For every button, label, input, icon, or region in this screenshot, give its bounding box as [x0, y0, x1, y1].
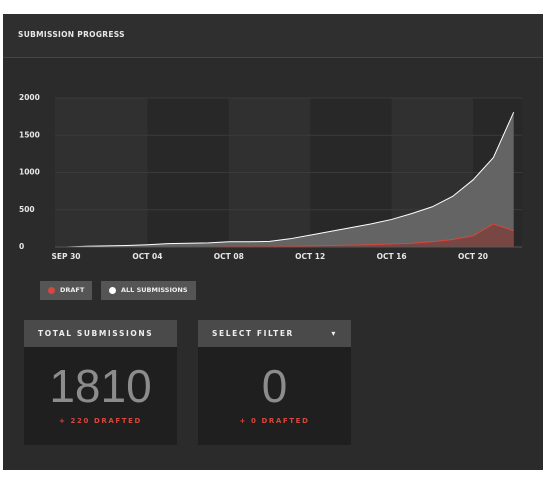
y-tick-label: 500 — [19, 205, 35, 214]
dropdown-caret: ▾ — [331, 329, 337, 338]
legend-button[interactable]: DRAFT — [40, 281, 93, 300]
area-line — [65, 111, 515, 248]
panel: SUBMISSION PROGRESS 0 500 1000 1500 2000 SEP … — [3, 14, 543, 470]
card-value: 0 — [261, 360, 288, 412]
area-fill — [66, 223, 514, 247]
x-tick-label: OCT 04 — [132, 252, 162, 261]
legend-label: ALL SUBMISSIONS — [121, 286, 188, 294]
x-tick-label: OCT 08 — [214, 252, 244, 261]
stat-card: TOTAL SUBMISSIONS 1810 + 220 DRAFTED — [24, 320, 177, 445]
chart: 0 500 1000 1500 2000 SEP 30 OCT 04 OCT 08 OCT 12… — [19, 93, 522, 261]
stat-card: SELECT FILTER ▾ 0 + 0 DRAFTED — [198, 320, 351, 445]
card-title: SELECT FILTER — [212, 329, 294, 338]
x-tick-label: SEP 30 — [51, 252, 80, 261]
header: SUBMISSION PROGRESS — [3, 14, 543, 58]
legend-dot — [48, 287, 55, 294]
filter-select[interactable]: SELECT FILTER ▾ — [198, 320, 351, 347]
y-tick-label: 2000 — [19, 93, 40, 102]
y-tick-label: 1000 — [19, 168, 40, 177]
x-tick-label: OCT 12 — [295, 252, 325, 261]
card-sub: + 0 DRAFTED — [239, 417, 310, 425]
card-value: 1810 — [49, 360, 152, 412]
x-tick-label: OCT 20 — [458, 252, 488, 261]
legend-button[interactable]: ALL SUBMISSIONS — [101, 281, 196, 300]
x-tick-label: OCT 16 — [377, 252, 407, 261]
card-title: TOTAL SUBMISSIONS — [24, 320, 177, 347]
y-tick-label: 1500 — [19, 130, 40, 139]
header-title: SUBMISSION PROGRESS — [18, 30, 125, 39]
legend-label: DRAFT — [60, 286, 85, 294]
area-fill — [66, 112, 514, 247]
legend-dot — [109, 287, 116, 294]
y-tick-label: 0 — [19, 242, 24, 251]
card-sub: + 220 DRAFTED — [59, 417, 142, 425]
